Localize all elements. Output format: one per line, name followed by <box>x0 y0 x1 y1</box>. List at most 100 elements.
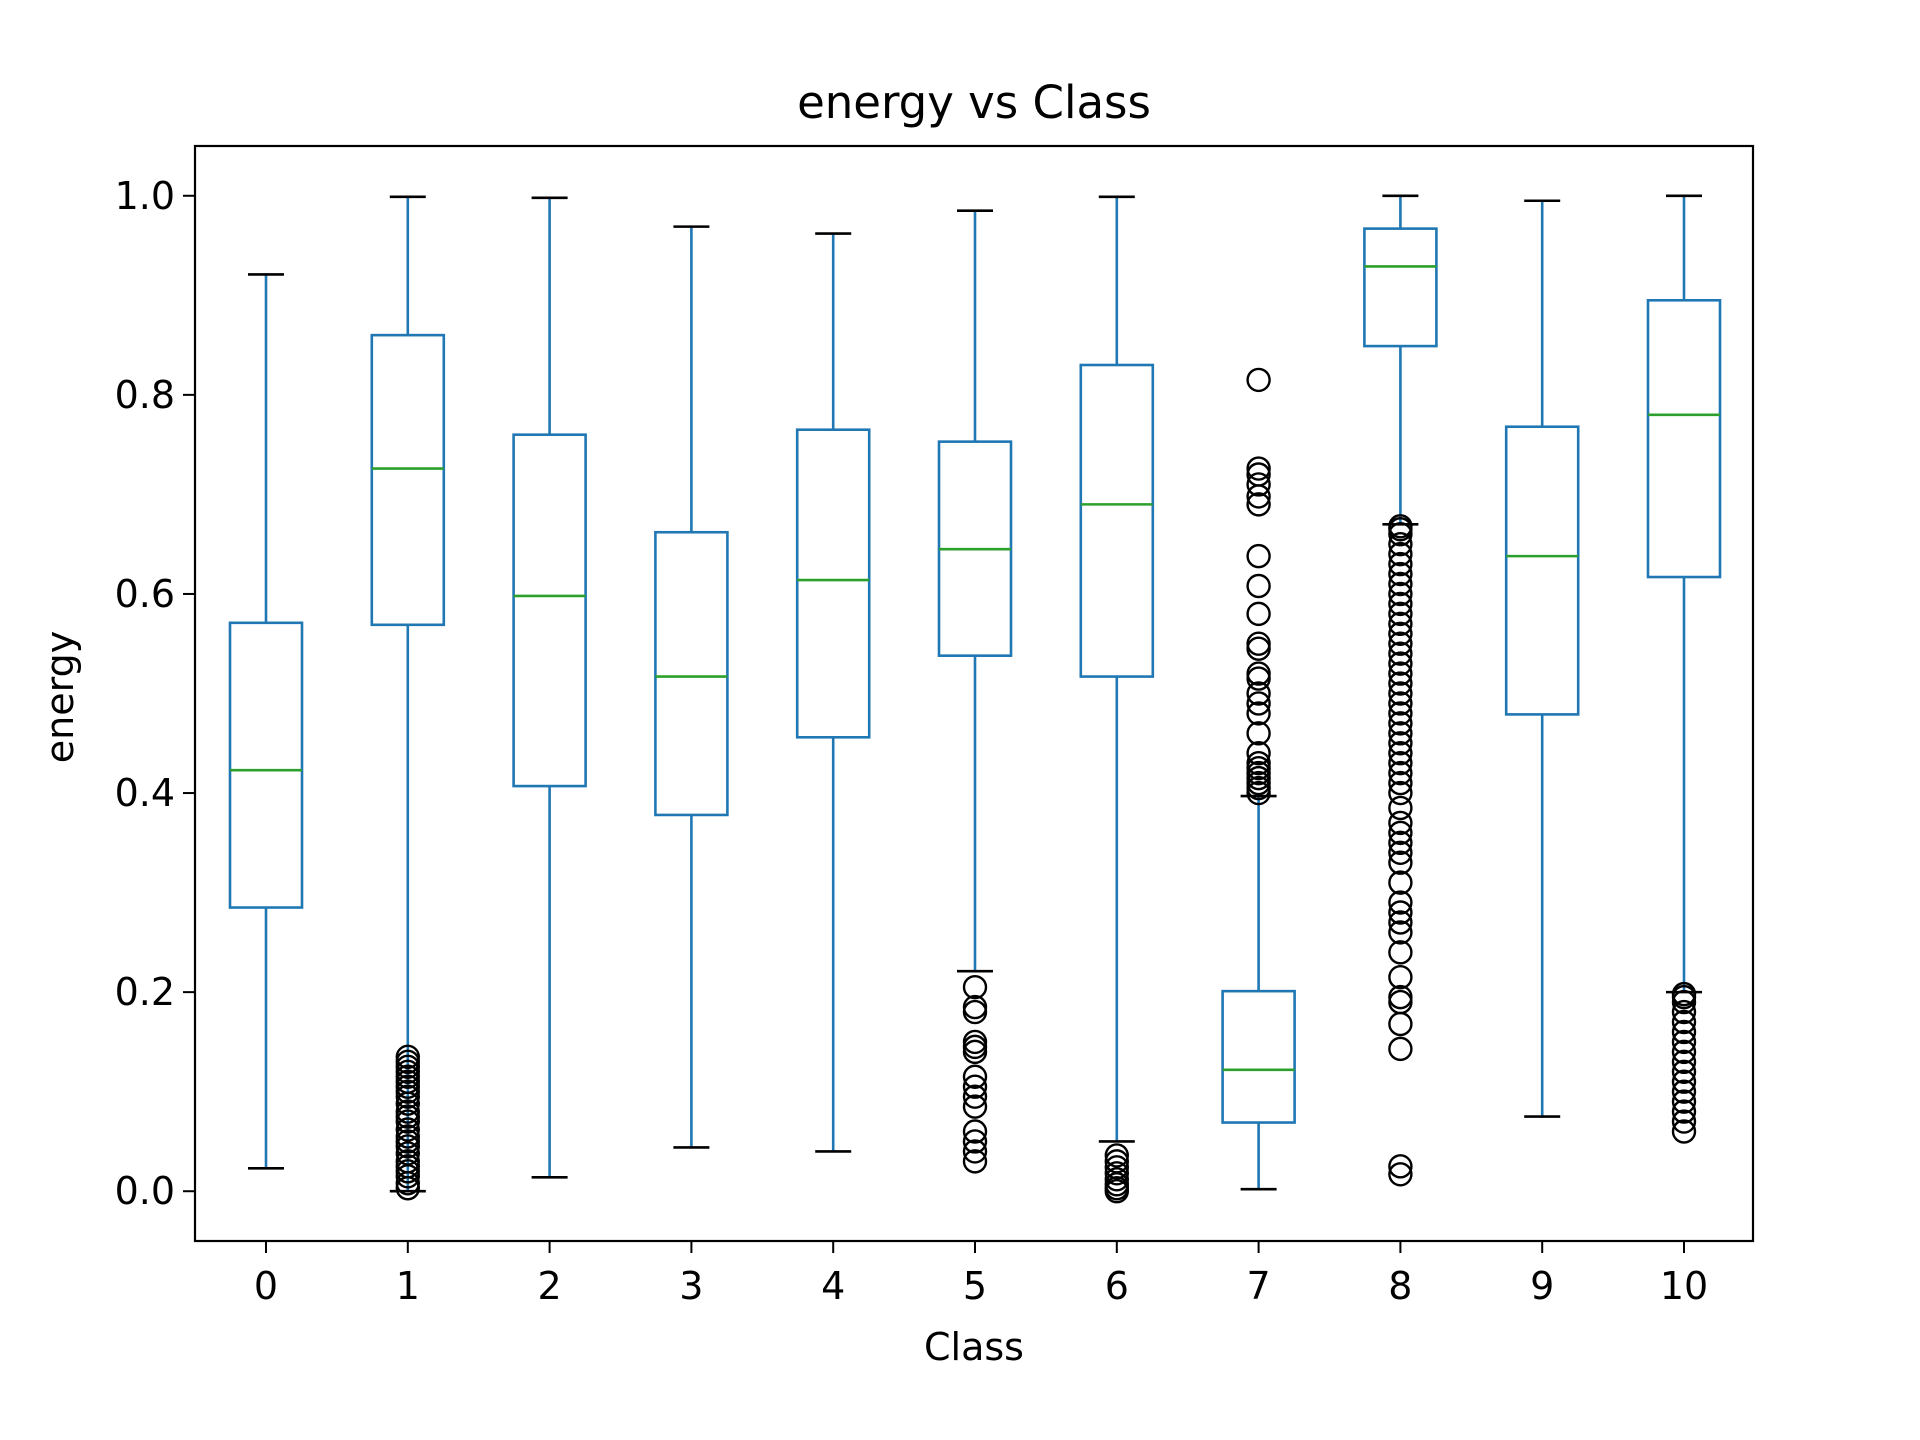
x-tick-label: 3 <box>679 1264 703 1308</box>
outlier-point <box>962 1139 988 1164</box>
outlier-point <box>1246 681 1271 706</box>
outlier-point <box>1388 910 1413 935</box>
outlier-point <box>1246 462 1271 487</box>
box-6 <box>1079 363 1155 678</box>
x-tick-label: 4 <box>821 1264 845 1308</box>
outlier-point <box>1388 541 1413 567</box>
outlier-point <box>1388 514 1413 539</box>
outlier-point <box>1388 721 1413 746</box>
outlier-point <box>1388 780 1413 806</box>
outlier-point <box>1388 661 1413 686</box>
outlier-point <box>1671 1009 1697 1035</box>
outlier-point <box>1246 543 1271 569</box>
outlier-point <box>1388 1162 1413 1187</box>
outlier-point <box>1388 810 1413 836</box>
y-tick-label: 0.8 <box>115 373 175 417</box>
outlier-point <box>1388 631 1413 656</box>
outlier-point <box>1388 741 1413 766</box>
outlier-point <box>1388 581 1413 607</box>
outlier-point <box>1388 651 1413 676</box>
outlier-point <box>962 994 988 1020</box>
outlier-point <box>962 1084 988 1109</box>
x-tick-label: 0 <box>254 1264 278 1308</box>
box-2 <box>512 433 587 788</box>
box-9 <box>1504 425 1580 716</box>
box-1 <box>370 333 446 627</box>
outlier-point <box>395 1117 420 1142</box>
x-tick-label: 1 <box>396 1264 420 1308</box>
outlier-point <box>1246 367 1271 393</box>
outlier-point <box>1671 1039 1697 1065</box>
outlier-point <box>1388 681 1413 706</box>
outlier-point <box>1388 621 1413 646</box>
outlier-point <box>1388 890 1413 915</box>
outlier-point <box>1671 1079 1697 1104</box>
outlier-point <box>1246 573 1271 599</box>
outlier-point <box>1388 1154 1413 1179</box>
outlier-point <box>1246 631 1271 656</box>
outlier-point <box>1246 472 1271 497</box>
outlier-point <box>395 1149 420 1174</box>
outlier-point <box>1671 1109 1697 1134</box>
box-4 <box>795 428 871 739</box>
outlier-point <box>1671 999 1697 1025</box>
outlier-point <box>1671 1089 1697 1114</box>
outlier-point <box>1388 984 1413 1010</box>
outlier-point <box>1388 701 1413 726</box>
outlier-point <box>1388 900 1413 925</box>
outlier-point <box>1388 830 1413 856</box>
outlier-point <box>1246 691 1271 716</box>
y-axis-label: energy <box>38 631 82 763</box>
outlier-point <box>1388 731 1413 756</box>
outlier-point <box>1671 1119 1697 1144</box>
outlier-point <box>1246 741 1271 766</box>
outlier-point <box>1104 1143 1130 1168</box>
outlier-point <box>1671 1049 1697 1075</box>
box-10 <box>1646 298 1722 579</box>
outlier-point <box>1246 661 1271 686</box>
plot-frame <box>193 144 1755 1243</box>
outlier-point <box>962 1029 988 1055</box>
x-tick-label: 7 <box>1247 1264 1271 1308</box>
outlier-point <box>1671 1029 1697 1055</box>
outlier-point <box>1388 551 1413 577</box>
x-tick-label: 5 <box>963 1264 987 1308</box>
y-tick-label: 0.2 <box>115 970 175 1014</box>
outlier-point <box>1388 840 1413 865</box>
outlier-point <box>962 974 988 1000</box>
outlier-point <box>1388 760 1413 786</box>
outlier-point <box>1246 601 1271 627</box>
outlier-point <box>1388 571 1413 597</box>
outlier-point <box>395 1044 420 1070</box>
outlier-point <box>1246 701 1271 726</box>
outlier-point <box>962 1129 988 1154</box>
x-axis-label: Class <box>924 1325 1024 1369</box>
outlier-point <box>1671 981 1697 1007</box>
outlier-point <box>1388 965 1413 990</box>
outlier-point <box>1388 591 1413 617</box>
outlier-point <box>962 1064 988 1089</box>
outlier-point <box>1671 1069 1697 1094</box>
outlier-point <box>1104 1161 1130 1186</box>
outlier-point <box>395 1141 420 1166</box>
y-tick-label: 0.6 <box>115 572 175 616</box>
outlier-point <box>1388 561 1413 587</box>
outlier-point <box>1104 1155 1130 1180</box>
box-8 <box>1363 227 1438 348</box>
outlier-point <box>1671 1059 1697 1084</box>
x-tick-label: 10 <box>1660 1264 1708 1308</box>
outlier-point <box>962 1094 988 1119</box>
plot-area: 0.0 0.2 0.4 0.6 0.8 1.0 0 1 2 3 4 5 6 7 8 9 10 <box>115 174 1722 1308</box>
outlier-point <box>395 1124 420 1149</box>
x-tick-label: 8 <box>1388 1264 1412 1308</box>
outlier-point <box>1246 456 1271 481</box>
x-tick-label: 9 <box>1530 1264 1554 1308</box>
outlier-point <box>1246 492 1271 517</box>
outlier-point <box>1671 1019 1697 1045</box>
outlier-point <box>395 1099 420 1124</box>
x-tick-label: 2 <box>538 1264 562 1308</box>
chart-title: energy vs Class <box>797 76 1151 129</box>
outlier-point <box>1388 671 1413 696</box>
